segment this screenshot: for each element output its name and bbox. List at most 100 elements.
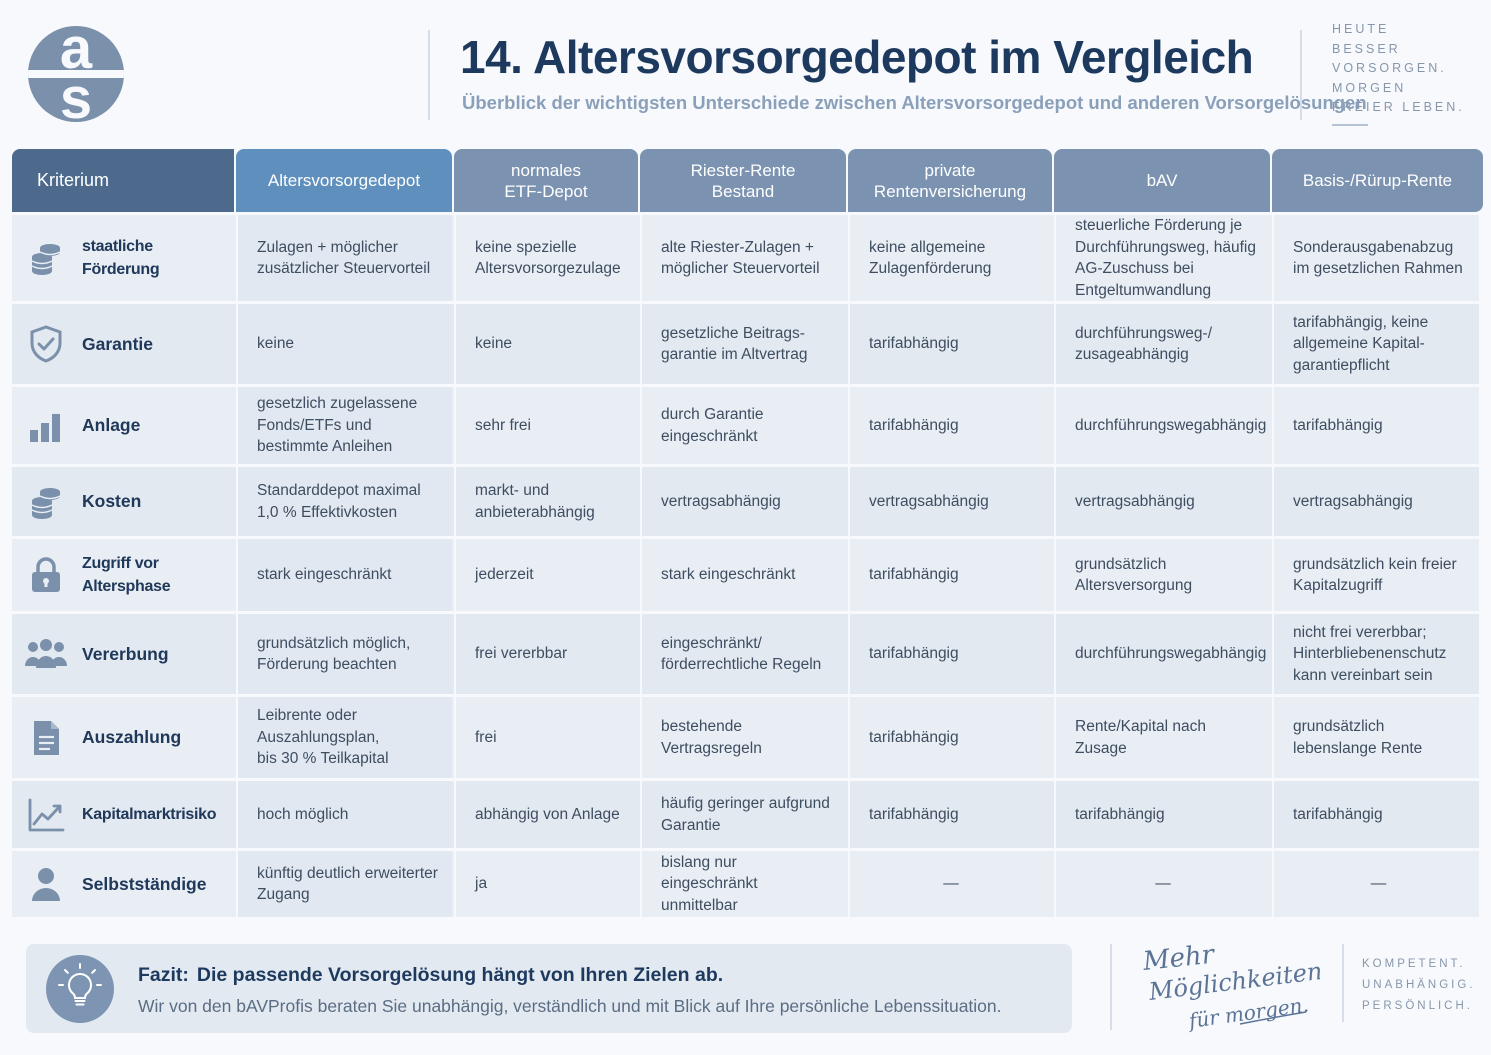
fazit-text: Wir von den bAVProfis beraten Sie unabhä… bbox=[138, 996, 1002, 1016]
cell-text: eingeschränkt/ förderrechtliche Regeln bbox=[661, 634, 822, 674]
table-cell: ja bbox=[454, 851, 638, 917]
cell-text: tarifabhängig bbox=[869, 728, 959, 746]
cell-text: häufig geringer aufgrund Garantie bbox=[661, 795, 830, 834]
cell-text: — bbox=[943, 875, 959, 893]
company-logo: a s bbox=[28, 26, 124, 122]
cell-text: tarifabhängig bbox=[1293, 416, 1383, 434]
cell-text: ja bbox=[475, 875, 488, 893]
page-title: 14. Altersvorsorgedepot im Vergleich bbox=[460, 31, 1254, 83]
table-cell: abhängig von Anlage bbox=[454, 781, 638, 848]
column-header-kriterium: Kriterium bbox=[12, 149, 234, 212]
slogan-divider bbox=[1300, 30, 1302, 120]
cell-text: stark eingeschränkt bbox=[661, 566, 796, 584]
column-header-private-rv: private Rentenversicherung bbox=[848, 149, 1052, 212]
table-cell: keine allgemeine Zulagenförderung bbox=[848, 215, 1052, 301]
table-cell: tarifabhängig bbox=[1272, 781, 1483, 848]
table-cell: tarifabhängig bbox=[1054, 781, 1270, 848]
handwritten-slogan: Mehr Möglichkeiten für morgen. bbox=[1140, 940, 1320, 1036]
table-cell: bislang nur eingeschränkt unmittelbar bbox=[640, 851, 846, 917]
criterion-cell: Anlage bbox=[12, 387, 234, 464]
table-cell: tarifabhängig bbox=[848, 539, 1052, 611]
cell-text: Sonderausgabenabzug im gesetzlichen Rahm… bbox=[1293, 238, 1463, 278]
criterion-label: Zugriff vor Altersphase bbox=[82, 555, 171, 595]
people-icon bbox=[24, 634, 68, 674]
table-cell: — bbox=[848, 851, 1052, 917]
cell-text: tarifabhängig, keine allgemeine Kapital-… bbox=[1293, 313, 1429, 374]
table-cell: Zulagen + möglicher zusätzlicher Steuerv… bbox=[236, 215, 452, 301]
table-cell: tarifabhängig, keine allgemeine Kapital-… bbox=[1272, 304, 1483, 384]
table-cell: frei vererbbar bbox=[454, 614, 638, 694]
table-cell: durch Garantie eingeschränkt bbox=[640, 387, 846, 464]
criterion-cell: Kapitalmarktrisiko bbox=[12, 781, 234, 848]
table-cell: vertragsabhängig bbox=[848, 467, 1052, 536]
cell-text: vertragsabhängig bbox=[1293, 492, 1413, 510]
cell-text: durchführungswegabhängig bbox=[1075, 645, 1267, 663]
fazit-title: Fazit: Die passende Vorsorgelösung hängt … bbox=[138, 964, 723, 987]
criterion-label: Auszahlung bbox=[82, 727, 182, 747]
cell-text: vertragsabhängig bbox=[869, 492, 989, 510]
table-cell: stark eingeschränkt bbox=[640, 539, 846, 611]
person-icon bbox=[24, 864, 68, 904]
criterion-cell: Vererbung bbox=[12, 614, 234, 694]
cell-text: keine allgemeine Zulagenförderung bbox=[869, 238, 992, 278]
cell-text: grundsätzlich lebenslange Rente bbox=[1293, 718, 1423, 757]
column-header-ruerup: Basis-/Rürup-Rente bbox=[1272, 149, 1483, 212]
table-cell: alte Riester-Zulagen + möglicher Steuerv… bbox=[640, 215, 846, 301]
table-cell: gesetzliche Beitrags- garantie im Altver… bbox=[640, 304, 846, 384]
cell-text: gesetzlich zugelassene Fonds/ETFs und be… bbox=[257, 395, 418, 456]
cell-text: Rente/Kapital nach Zusage bbox=[1075, 718, 1206, 757]
coins-icon bbox=[24, 238, 68, 278]
table-row: Vererbung grundsätzlich möglich, Förderun… bbox=[12, 614, 1479, 694]
cell-text: grundsätzlich Altersversorgung bbox=[1075, 555, 1193, 595]
cell-text: jederzeit bbox=[475, 566, 534, 584]
cell-text: grundsätzlich möglich, Förderung beachte… bbox=[257, 634, 411, 674]
table-row: Zugriff vor Altersphase stark eingeschrän… bbox=[12, 539, 1479, 611]
criterion-label: Selbstständige bbox=[82, 873, 207, 894]
cell-text: frei bbox=[475, 728, 497, 746]
slogan-line: VORSORGEN. bbox=[1332, 61, 1447, 75]
lock-icon bbox=[24, 555, 68, 595]
cell-text: — bbox=[1155, 875, 1171, 893]
cell-text: steuerliche Förderung je Durchführungswe… bbox=[1075, 217, 1256, 299]
table-cell: hoch möglich bbox=[236, 781, 452, 848]
fazit-label: Fazit: bbox=[138, 964, 189, 986]
table-cell: grundsätzlich lebenslange Rente bbox=[1272, 697, 1483, 778]
claims-divider bbox=[1342, 944, 1344, 1022]
cell-text: alte Riester-Zulagen + möglicher Steuerv… bbox=[661, 238, 820, 278]
table-cell: künftig deutlich erweiterter Zugang bbox=[236, 851, 452, 917]
table-cell: durchführungswegabhängig bbox=[1054, 614, 1270, 694]
cell-text: gesetzliche Beitrags- garantie im Altver… bbox=[661, 324, 808, 364]
table-cell: vertragsabhängig bbox=[1272, 467, 1483, 536]
fazit-heading: Die passende Vorsorgelösung hängt von Ih… bbox=[196, 964, 724, 986]
cell-text: sehr frei bbox=[475, 416, 531, 434]
table-cell: grundsätzlich möglich, Förderung beachte… bbox=[236, 614, 452, 694]
page-subtitle: Überblick der wichtigsten Unterschiede z… bbox=[462, 92, 1367, 113]
table-cell: tarifabhängig bbox=[848, 304, 1052, 384]
lightbulb-icon bbox=[46, 955, 114, 1023]
table-cell: frei bbox=[454, 697, 638, 778]
table-cell: tarifabhängig bbox=[848, 781, 1052, 848]
cell-text: markt- und anbieterabhängig bbox=[475, 482, 595, 521]
table-cell: stark eingeschränkt bbox=[236, 539, 452, 611]
cell-text: vertragsabhängig bbox=[1075, 492, 1195, 510]
cell-text: hoch möglich bbox=[257, 805, 349, 823]
coins-icon bbox=[24, 482, 68, 522]
cell-text: grundsätzlich kein freier Kapitalzugriff bbox=[1293, 555, 1457, 595]
table-row: staatliche Förderung Zulagen + möglicher … bbox=[12, 215, 1479, 301]
column-header-bav: bAV bbox=[1054, 149, 1270, 212]
slogan-line: FREIER LEBEN. bbox=[1332, 100, 1465, 114]
bar-chart-icon bbox=[24, 406, 68, 446]
table-cell: steuerliche Förderung je Durchführungswe… bbox=[1054, 215, 1270, 301]
cell-text: Leibrente oder Auszahlungsplan, bis 30 %… bbox=[257, 707, 389, 768]
criterion-cell: Auszahlung bbox=[12, 697, 234, 778]
as-logo-icon: a s bbox=[28, 26, 124, 122]
table-cell: eingeschränkt/ förderrechtliche Regeln bbox=[640, 614, 846, 694]
table-cell: keine bbox=[236, 304, 452, 384]
cell-text: keine bbox=[257, 335, 295, 353]
cell-text: Zulagen + möglicher zusätzlicher Steuerv… bbox=[257, 238, 431, 278]
logo-letter-s: s bbox=[60, 66, 92, 122]
table-cell: grundsätzlich Altersversorgung bbox=[1054, 539, 1270, 611]
criterion-label: staatliche Förderung bbox=[82, 238, 160, 278]
cell-text: tarifabhängig bbox=[869, 645, 959, 663]
table-cell: — bbox=[1272, 851, 1483, 917]
